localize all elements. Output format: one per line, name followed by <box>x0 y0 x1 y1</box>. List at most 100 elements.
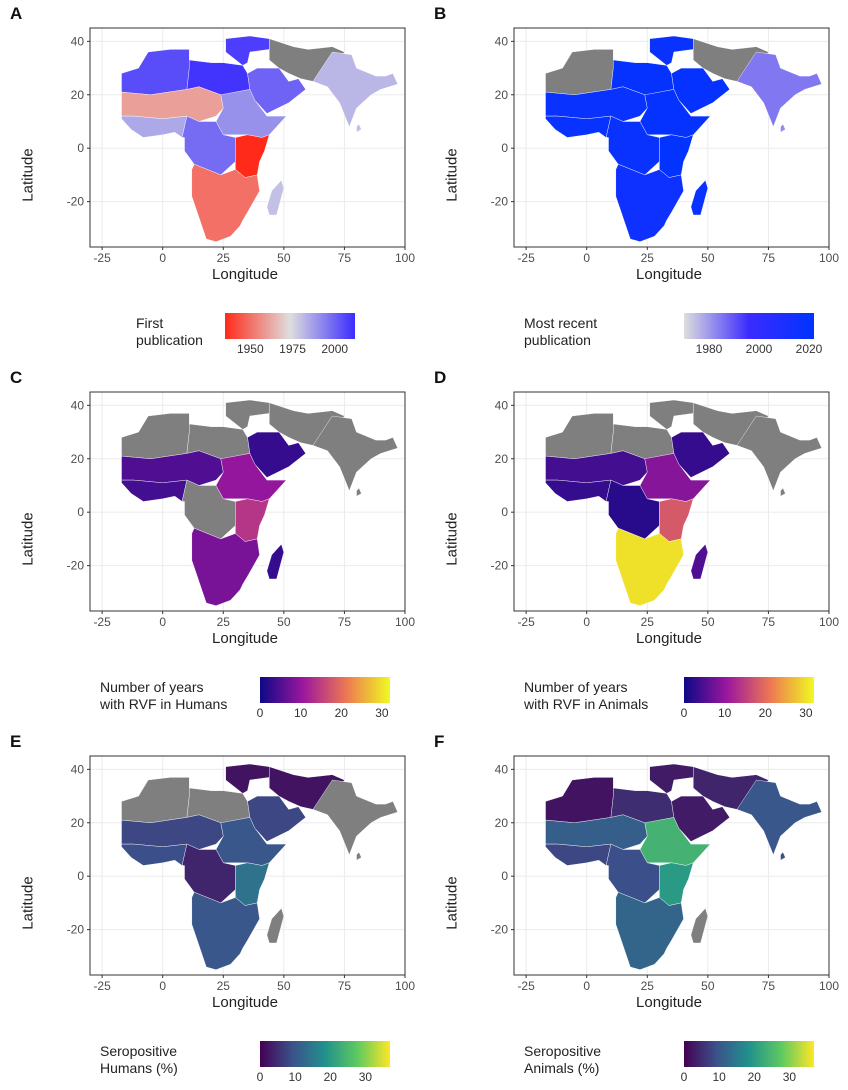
region-madagascar <box>690 179 709 216</box>
panel-label: E <box>10 732 22 751</box>
y-tick-label: -20 <box>491 195 509 209</box>
region-india <box>312 779 398 856</box>
region-west <box>545 479 612 502</box>
y-axis-title: Latitude <box>443 148 461 202</box>
plot-border <box>89 391 406 612</box>
region-west <box>545 843 612 866</box>
x-tick-label: 75 <box>338 979 352 993</box>
y-tick-label: -20 <box>67 923 85 937</box>
region-sriLanka <box>356 851 362 861</box>
x-axis-title: Longitude <box>636 266 702 283</box>
x-tick-label: -25 <box>93 979 111 993</box>
panel-label: D <box>434 368 447 387</box>
region-eastAfr <box>235 134 270 178</box>
region-west <box>121 843 188 866</box>
map-panel-b: -25 0 25 50 75 100 40 20 0 -20 B Latitude Longitud… <box>424 0 848 362</box>
panel-label: C <box>10 368 23 387</box>
x-axis-title: Longitude <box>636 630 702 647</box>
x-tick-label: 25 <box>641 615 655 629</box>
panel-label: A <box>10 4 23 23</box>
y-tick-label: -20 <box>67 195 85 209</box>
map-svg: -25 0 25 50 75 100 40 20 0 -20 <box>491 755 839 993</box>
region-madagascar <box>266 543 285 580</box>
region-sriLanka <box>356 123 362 133</box>
y-tick-label: -20 <box>67 559 85 573</box>
region-india <box>736 779 822 856</box>
legend-tick-label: 10 <box>288 1070 302 1084</box>
map-svg: -25 0 25 50 75 100 40 20 0 -20 <box>491 391 839 629</box>
legend-tick-label: 20 <box>323 1070 337 1084</box>
map-svg: -25 0 25 50 75 100 40 20 0 -20 <box>67 27 415 265</box>
y-axis-title: Latitude <box>19 876 37 930</box>
y-tick-label: 0 <box>501 505 508 519</box>
x-tick-label: -25 <box>517 979 535 993</box>
x-tick-label: 75 <box>338 251 352 265</box>
x-tick-label: 0 <box>159 979 166 993</box>
map-panel-c: -25 0 25 50 75 100 40 20 0 -20 C Latitude Longitud… <box>0 364 424 726</box>
region-madagascar <box>266 179 285 216</box>
x-tick-label: 50 <box>701 979 715 993</box>
x-axis-title: Longitude <box>212 994 278 1011</box>
x-tick-label: 50 <box>277 251 291 265</box>
x-tick-label: 75 <box>762 251 776 265</box>
map-panel-f: -25 0 25 50 75 100 40 20 0 -20 F Latitude Longitud… <box>424 728 848 1090</box>
map-svg: -25 0 25 50 75 100 40 20 0 -20 <box>491 27 839 265</box>
x-axis-title: Longitude <box>212 630 278 647</box>
y-tick-label: 20 <box>71 88 85 102</box>
y-tick-label: 20 <box>495 88 509 102</box>
region-southern <box>191 891 260 970</box>
region-west <box>545 115 612 138</box>
y-tick-label: 0 <box>77 869 84 883</box>
panel-label: F <box>434 732 445 751</box>
y-tick-label: 40 <box>495 762 509 776</box>
plot-border <box>89 755 406 976</box>
x-tick-label: 25 <box>217 251 231 265</box>
x-tick-label: 100 <box>819 979 839 993</box>
legend-colorbar <box>260 1041 390 1067</box>
x-tick-label: 50 <box>701 251 715 265</box>
region-arabia <box>671 795 730 842</box>
x-tick-label: 100 <box>819 251 839 265</box>
legend-title: Seropositive Animals (%) <box>524 1043 602 1076</box>
y-tick-label: 40 <box>495 398 509 412</box>
legend-title: Number of years with RVF in Humans <box>100 679 228 712</box>
legend-tick-label: 30 <box>782 1070 797 1084</box>
map-svg: -25 0 25 50 75 100 40 20 0 -20 <box>67 391 415 629</box>
x-tick-label: 50 <box>701 615 715 629</box>
legend-title: Number of years with RVF in Animals <box>524 679 649 712</box>
x-tick-label: 25 <box>641 251 655 265</box>
region-arabia <box>671 431 730 478</box>
region-arabia <box>247 795 306 842</box>
y-tick-label: -20 <box>491 559 509 573</box>
y-tick-label: 0 <box>501 869 508 883</box>
plot-border <box>89 27 406 248</box>
x-tick-label: 75 <box>762 979 776 993</box>
legend-tick-label: 1975 <box>279 342 306 356</box>
y-tick-label: 40 <box>495 34 509 48</box>
legend-title: First publication <box>136 315 203 348</box>
y-tick-label: 20 <box>71 816 85 830</box>
x-tick-label: -25 <box>93 615 111 629</box>
x-axis-title: Longitude <box>636 994 702 1011</box>
x-tick-label: 100 <box>395 979 415 993</box>
region-west <box>121 115 188 138</box>
legend-title: Most recent publication <box>524 315 598 348</box>
region-southern <box>615 527 684 606</box>
y-tick-label: 40 <box>71 34 85 48</box>
y-axis-title: Latitude <box>19 148 37 202</box>
legend-tick-label: 0 <box>680 706 688 720</box>
y-axis-title: Latitude <box>443 512 461 566</box>
region-arabia <box>247 431 306 478</box>
x-tick-label: 100 <box>395 251 415 265</box>
legend-tick-label: 0 <box>256 706 264 720</box>
legend-colorbar <box>225 313 355 339</box>
y-axis-title: Latitude <box>19 512 37 566</box>
map-panel-a: -25 0 25 50 75 100 40 20 0 -20 A Latitude Longitud… <box>0 0 424 362</box>
region-southern <box>191 527 260 606</box>
x-tick-label: -25 <box>93 251 111 265</box>
legend-tick-label: 10 <box>712 1070 726 1084</box>
region-eastAfr <box>235 862 270 906</box>
y-tick-label: 0 <box>77 505 84 519</box>
y-tick-label: 20 <box>495 816 509 830</box>
y-tick-label: 40 <box>71 762 85 776</box>
